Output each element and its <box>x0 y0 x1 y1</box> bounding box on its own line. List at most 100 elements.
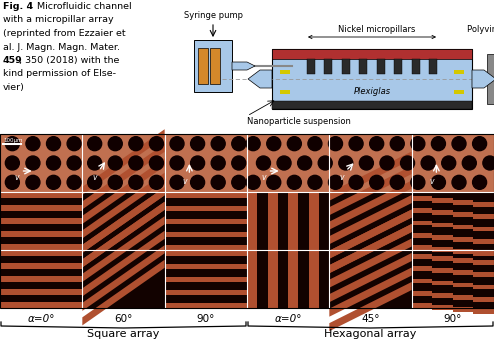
Polygon shape <box>82 187 165 253</box>
Bar <box>268 192 278 250</box>
Circle shape <box>191 137 205 151</box>
Circle shape <box>5 176 19 189</box>
Bar <box>412 196 432 201</box>
Circle shape <box>308 137 322 151</box>
Polygon shape <box>82 144 165 209</box>
Text: Syringe pump: Syringe pump <box>183 11 243 20</box>
Bar <box>0 134 82 192</box>
Polygon shape <box>82 187 165 253</box>
Circle shape <box>267 137 281 151</box>
Bar <box>432 281 453 286</box>
Polygon shape <box>329 282 412 331</box>
Bar <box>453 200 473 205</box>
FancyArrow shape <box>472 70 494 88</box>
Text: (reprinted from Ezzaier et: (reprinted from Ezzaier et <box>3 29 125 38</box>
Bar <box>453 283 473 287</box>
Bar <box>473 285 494 289</box>
Bar <box>329 250 412 308</box>
Bar <box>0 218 82 224</box>
Circle shape <box>462 156 476 170</box>
Bar <box>247 250 257 308</box>
Bar <box>194 40 232 92</box>
Circle shape <box>26 137 40 151</box>
Bar <box>280 70 290 74</box>
Circle shape <box>67 137 81 151</box>
Circle shape <box>411 176 425 189</box>
Circle shape <box>390 176 404 189</box>
Bar <box>473 251 494 256</box>
Polygon shape <box>329 151 412 201</box>
FancyArrow shape <box>248 70 272 88</box>
Bar <box>412 250 494 308</box>
Text: 45°: 45° <box>361 314 380 324</box>
Polygon shape <box>82 158 165 224</box>
Circle shape <box>87 137 102 151</box>
Text: Nanoparticle suspension: Nanoparticle suspension <box>247 117 351 126</box>
Circle shape <box>267 176 281 189</box>
Bar <box>165 219 247 224</box>
Text: v: v <box>92 173 97 182</box>
Text: Square array: Square array <box>87 329 160 339</box>
Bar <box>0 276 82 282</box>
Circle shape <box>67 156 81 170</box>
Bar <box>412 266 432 271</box>
Circle shape <box>401 156 414 170</box>
Circle shape <box>5 156 19 170</box>
Bar <box>453 270 473 275</box>
Polygon shape <box>82 202 165 267</box>
Bar <box>272 49 472 59</box>
Bar <box>165 303 247 308</box>
Bar <box>359 59 367 74</box>
Bar <box>307 59 315 74</box>
Bar <box>0 250 82 308</box>
Circle shape <box>390 137 404 151</box>
Text: v: v <box>261 173 266 182</box>
Circle shape <box>87 156 102 170</box>
Bar <box>453 258 473 263</box>
Circle shape <box>149 176 164 189</box>
Circle shape <box>129 176 143 189</box>
Circle shape <box>370 176 384 189</box>
Circle shape <box>421 156 435 170</box>
Circle shape <box>277 156 291 170</box>
Bar <box>412 291 432 296</box>
Bar <box>432 256 453 261</box>
Bar <box>325 59 332 74</box>
Bar <box>473 227 494 231</box>
Text: Plexiglas: Plexiglas <box>353 87 391 95</box>
Bar <box>309 192 319 250</box>
Polygon shape <box>82 231 165 297</box>
Circle shape <box>431 137 446 151</box>
Text: 90°: 90° <box>197 314 215 324</box>
Bar <box>210 48 220 84</box>
Circle shape <box>329 176 342 189</box>
Circle shape <box>288 176 301 189</box>
Circle shape <box>232 137 246 151</box>
Bar <box>453 225 473 229</box>
Circle shape <box>297 156 312 170</box>
Bar <box>473 309 494 314</box>
Circle shape <box>288 137 301 151</box>
Bar <box>473 272 494 277</box>
Bar <box>453 307 473 312</box>
Bar <box>0 192 82 198</box>
Bar <box>247 134 329 192</box>
Bar <box>453 237 473 242</box>
Circle shape <box>211 176 225 189</box>
Bar <box>412 254 432 259</box>
Circle shape <box>211 137 225 151</box>
Bar <box>329 134 412 192</box>
Bar <box>412 134 494 192</box>
Circle shape <box>411 137 425 151</box>
Circle shape <box>108 156 122 170</box>
Circle shape <box>339 156 353 170</box>
Bar <box>432 222 453 227</box>
Bar <box>377 59 385 74</box>
Circle shape <box>149 137 164 151</box>
Bar <box>394 59 402 74</box>
Circle shape <box>370 137 384 151</box>
Bar <box>0 134 494 308</box>
Text: Fig. 4: Fig. 4 <box>3 2 33 11</box>
Bar <box>165 251 247 256</box>
Bar <box>454 70 464 74</box>
